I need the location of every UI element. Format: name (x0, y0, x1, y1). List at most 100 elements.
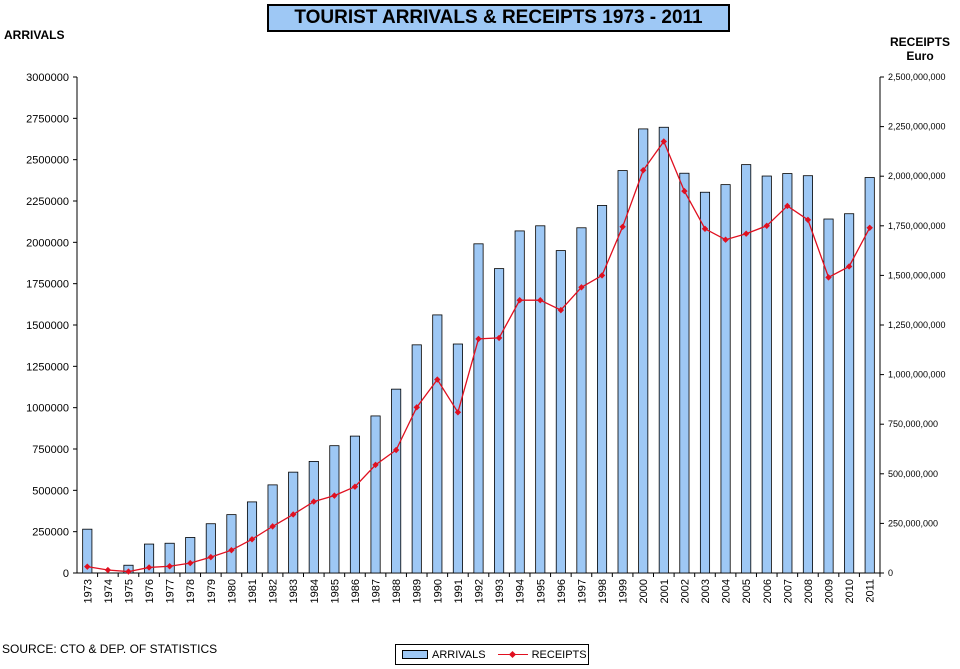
x-tick-label: 1976 (144, 579, 156, 603)
x-tick-label: 1982 (268, 579, 280, 603)
receipts-point (804, 216, 812, 224)
arrivals-bar (658, 126, 669, 574)
x-tick-label: 1973 (82, 579, 94, 603)
x-tick-label: 1975 (123, 579, 135, 603)
arrivals-bar (494, 268, 505, 574)
x-tick-label: 1974 (103, 579, 115, 603)
arrivals-bar (679, 172, 690, 574)
x-tick-label: 1981 (247, 579, 259, 603)
arrivals-bar (164, 542, 175, 574)
arrivals-bar (82, 528, 93, 574)
x-tick-label: 1988 (391, 579, 403, 603)
arrivals-bar (473, 243, 484, 574)
arrivals-bar (555, 250, 566, 574)
receipts-point (269, 523, 276, 530)
receipts-point (207, 553, 215, 561)
receipts-point (763, 222, 770, 229)
arrivals-bar (205, 523, 216, 574)
arrivals-bar (349, 435, 360, 574)
y-left-tick-label: 2000000 (26, 237, 69, 249)
receipts-point (475, 335, 482, 343)
y-left-tick-label: 1000000 (26, 403, 69, 415)
source-note: SOURCE: CTO & DEP. OF STATISTICS (2, 642, 218, 656)
arrivals-bar (802, 175, 813, 574)
y-right-tick-label: 1,250,000,000 (888, 320, 946, 330)
x-tick-label: 1998 (597, 579, 609, 603)
x-tick-label: 2002 (679, 579, 691, 603)
y-left-tick-label: 2250000 (26, 196, 69, 208)
arrivals-bar (514, 230, 525, 574)
y-right-tick-label: 2,250,000,000 (888, 122, 946, 132)
y-left-tick-label: 500000 (32, 485, 69, 497)
arrivals-bar (370, 415, 381, 574)
receipts-point (84, 563, 91, 570)
y-right-tick-label: 0 (888, 568, 893, 578)
receipts-point (825, 274, 832, 281)
x-tick-label: 2007 (782, 579, 794, 603)
x-tick-label: 1977 (165, 579, 177, 603)
x-tick-label: 1995 (535, 579, 547, 603)
y-right-tick-label: 1,000,000,000 (888, 370, 946, 380)
y-right-tick-label: 2,500,000,000 (888, 72, 946, 82)
receipts-point (866, 224, 873, 231)
receipts-point (228, 546, 235, 554)
x-tick-label: 2011 (865, 579, 877, 603)
arrivals-bar (844, 213, 855, 574)
x-tick-label: 1997 (576, 579, 588, 603)
legend-arrivals-swatch (402, 650, 428, 659)
x-tick-label: 1980 (226, 579, 238, 603)
x-tick-label: 2009 (824, 579, 836, 603)
x-tick-label: 1989 (412, 579, 424, 603)
y-left-tick-label: 1500000 (26, 320, 69, 332)
x-tick-label: 1993 (494, 579, 506, 603)
receipts-point (845, 263, 853, 270)
arrivals-bar (288, 471, 299, 574)
x-tick-label: 1994 (515, 579, 527, 603)
arrivals-bar (741, 164, 752, 574)
arrivals-bar (144, 543, 155, 574)
receipts-point (331, 492, 338, 499)
receipts-point (681, 187, 688, 195)
arrivals-bar (576, 227, 587, 574)
y-right-tick-label: 250,000,000 (888, 518, 938, 528)
receipts-point (351, 483, 359, 490)
receipts-point (537, 297, 544, 304)
x-tick-label: 2005 (741, 579, 753, 603)
legend: ARRIVALS RECEIPTS (395, 644, 589, 665)
x-tick-label: 1986 (350, 579, 362, 603)
arrivals-bar (638, 128, 649, 574)
arrivals-bar (452, 343, 463, 574)
arrivals-bar (597, 205, 608, 574)
receipts-point (660, 138, 668, 145)
y-right-tick-label: 2,000,000,000 (888, 171, 946, 181)
arrivals-bar (391, 388, 402, 574)
receipts-point (598, 272, 606, 279)
legend-receipts-label: RECEIPTS (531, 648, 587, 661)
x-tick-label: 1992 (474, 579, 486, 603)
arrivals-bar (329, 445, 340, 574)
y-left-tick-label: 2500000 (26, 155, 69, 167)
receipts-point (392, 446, 400, 454)
receipts-point (495, 334, 503, 342)
x-tick-label: 1991 (453, 579, 465, 603)
arrivals-bar (823, 218, 834, 574)
receipts-point (166, 563, 173, 570)
receipts-point (145, 564, 153, 571)
receipts-point (310, 498, 317, 505)
x-tick-label: 1999 (618, 579, 630, 603)
chart-title: TOURIST ARRIVALS & RECEIPTS 1973 - 2011 (267, 4, 730, 32)
x-tick-label: 1983 (288, 579, 300, 603)
y-left-tick-label: 1250000 (26, 361, 69, 373)
y-left-tick-label: 0 (63, 568, 69, 580)
y-left-tick-label: 1750000 (26, 279, 69, 291)
arrivals-bar (432, 314, 443, 574)
receipts-point (557, 306, 565, 314)
x-tick-label: 2004 (721, 579, 733, 603)
x-tick-label: 2006 (762, 579, 774, 603)
receipts-point (742, 230, 750, 237)
x-tick-label: 1985 (329, 579, 341, 603)
receipts-point (289, 511, 297, 518)
x-tick-label: 1990 (432, 579, 444, 603)
y-left-axis-title: ARRIVALS (4, 28, 65, 42)
